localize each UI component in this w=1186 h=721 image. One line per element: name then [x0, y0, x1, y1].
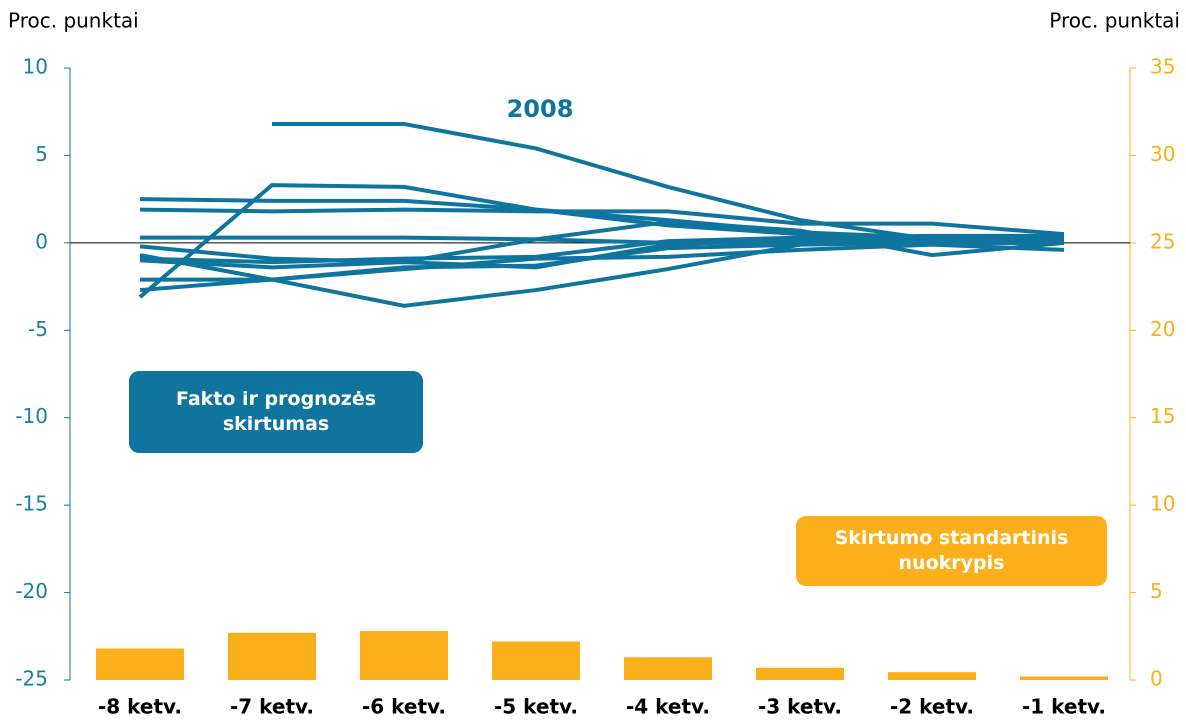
- x-tick-label: -3 ketv.: [758, 695, 842, 719]
- y2-tick-label: 0: [1150, 667, 1163, 691]
- y-tick-label: -20: [15, 579, 48, 603]
- y2-tick-label: 25: [1150, 229, 1175, 253]
- bar: [888, 672, 976, 680]
- bar-legend: Skirtumo standartinis nuokrypis: [796, 516, 1107, 586]
- bar: [624, 657, 712, 680]
- y2-tick-label: 20: [1150, 317, 1175, 341]
- bar: [228, 632, 316, 680]
- y-tick-label: 0: [35, 229, 48, 253]
- y2-tick-label: 35: [1150, 55, 1175, 79]
- x-tick-label: -2 ketv.: [890, 695, 974, 719]
- series-line: [139, 207, 1065, 237]
- y-axis-title: Proc. punktai: [8, 9, 139, 33]
- bar: [360, 631, 448, 680]
- y-tick-label: -5: [28, 317, 48, 341]
- y2-tick-label: 10: [1150, 492, 1175, 516]
- series-label: 2008: [507, 95, 574, 123]
- x-tick-label: -1 ketv.: [1022, 695, 1106, 719]
- bar: [96, 648, 184, 680]
- y2-tick-label: 15: [1150, 404, 1175, 428]
- y2-tick-label: 30: [1150, 142, 1175, 166]
- bar: [756, 667, 844, 680]
- series-line: [139, 233, 1064, 265]
- y-tick-label: 5: [35, 142, 48, 166]
- x-tick-label: -5 ketv.: [494, 695, 578, 719]
- y-tick-label: -15: [15, 492, 48, 516]
- y-tick-label: -10: [15, 404, 48, 428]
- y-tick-label: -25: [15, 667, 48, 691]
- bar: [492, 641, 580, 680]
- y-tick-label: 10: [23, 55, 48, 79]
- x-tick-label: -4 ketv.: [626, 695, 710, 719]
- series-line: [139, 242, 1065, 293]
- x-tick-label: -8 ketv.: [98, 695, 182, 719]
- line-group-label: Fakto ir prognozės skirtumas: [129, 371, 423, 453]
- x-tick-label: -7 ketv.: [230, 695, 314, 719]
- series-line: [139, 219, 1065, 265]
- y2-axis-title: Proc. punktai: [1049, 9, 1180, 33]
- y2-tick-label: 5: [1150, 579, 1163, 603]
- bar: [1020, 676, 1108, 680]
- x-tick-label: -6 ketv.: [362, 695, 446, 719]
